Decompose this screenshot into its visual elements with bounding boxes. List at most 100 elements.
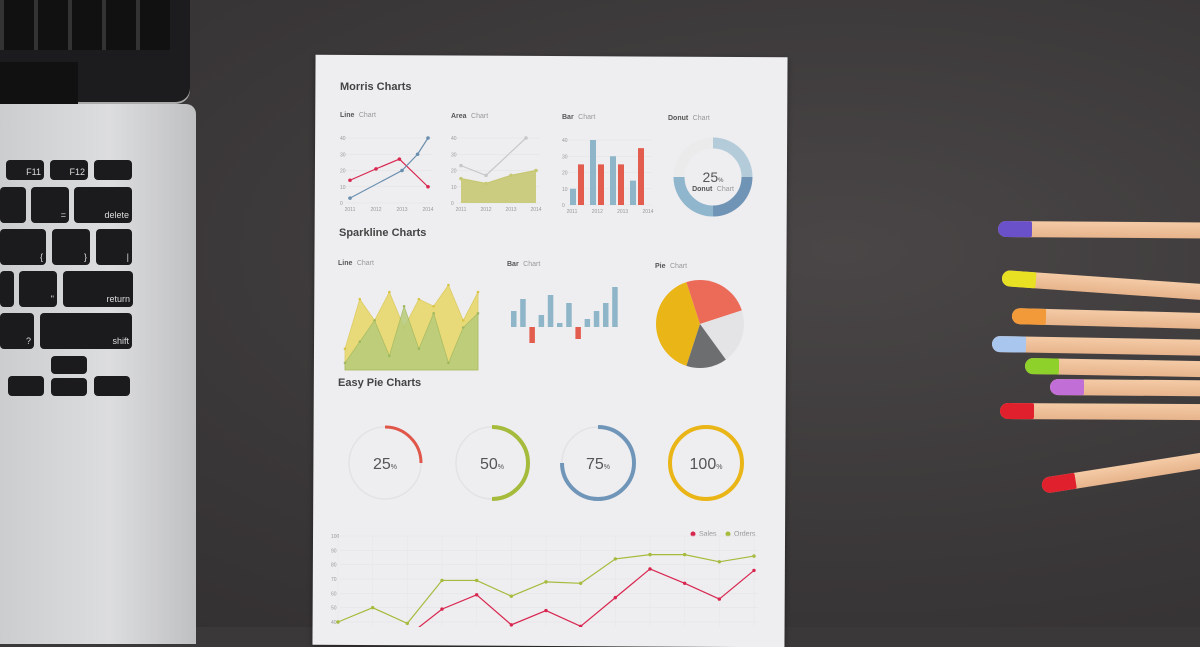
key-f12: F12: [50, 160, 88, 180]
laptop-screen: [0, 0, 190, 110]
key-brace-right: }: [52, 229, 90, 265]
donut-segment: [673, 137, 714, 178]
line-chart-ytick: 30: [340, 152, 346, 158]
sales-chart-ytick: 60: [331, 591, 337, 597]
bar-chart-bar: [598, 164, 604, 205]
key-down-arrow: [51, 378, 87, 396]
sales-chart-point: [752, 554, 756, 558]
key-up-arrow: [51, 356, 87, 374]
line-chart-ytick: 10: [340, 185, 346, 191]
bar-chart-bar: [610, 156, 616, 205]
sales-chart-point: [613, 557, 618, 561]
key-right-arrow: [94, 376, 130, 396]
area-chart-heading: Area Chart: [451, 105, 488, 122]
sparkline-area-point: [373, 319, 376, 322]
pencil-cap: [1001, 270, 1037, 289]
sparkline-bar: [566, 303, 572, 327]
sparkline-bar: [584, 319, 591, 327]
sales-chart-ytick: 80: [331, 563, 337, 569]
key-brace-left: {: [10, 229, 46, 265]
line-chart-point: [400, 168, 404, 173]
morris-charts-title: Morris Charts: [340, 81, 412, 93]
easy-pie-progress: [491, 425, 530, 501]
sparkline-area-point: [447, 361, 450, 365]
line-chart-series-line: [349, 158, 429, 188]
line-chart-xtick: 2012: [370, 207, 381, 213]
area-chart-area-fill: [461, 170, 536, 203]
sparkline-charts-title: Sparkline Charts: [339, 227, 426, 239]
sales-chart-point: [717, 597, 722, 601]
sparkline-bar: [593, 311, 600, 327]
area-chart-series-line: [460, 137, 527, 177]
key-eject: [94, 160, 132, 180]
area-chart-point: [534, 168, 538, 173]
easy-pie-value: 50%: [480, 456, 504, 473]
sales-chart-ytick: 100: [331, 534, 340, 540]
easy-pie-charts-title: Easy Pie Charts: [338, 377, 421, 389]
area-chart-point: [484, 181, 488, 186]
line-chart-point: [426, 184, 430, 189]
sales-chart-ytick: 70: [331, 577, 337, 583]
easy-pie-value: 100%: [690, 456, 723, 473]
laptop-hinge: [0, 62, 78, 110]
donut-center-label: 25% Donut Chart: [692, 169, 734, 193]
key-backslash: |: [96, 229, 132, 265]
sparkline-area-point: [432, 304, 435, 308]
sparkline-pie-slice: [686, 324, 726, 368]
bar-chart-ytick: 40: [562, 138, 568, 144]
line-chart-heading: Line Chart: [340, 104, 376, 121]
area-chart-ytick: 30: [451, 152, 457, 158]
sales-chart-point: [682, 552, 687, 557]
laptop-keyboard-top-row: [0, 0, 170, 50]
area-chart-xtick: 2011: [456, 207, 467, 213]
line-chart-point: [348, 196, 352, 200]
sparkline-area-point: [447, 283, 450, 287]
pencil-cap: [1049, 379, 1085, 396]
sales-chart-point: [544, 580, 548, 584]
sparkline-bar: [538, 315, 545, 327]
sales-chart-point: [717, 560, 722, 564]
area-chart-xtick: 2013: [505, 207, 516, 213]
sales-chart-point: [336, 620, 340, 624]
sparkline-area-point: [417, 297, 421, 301]
line-chart-ytick: 0: [340, 201, 343, 207]
bar-chart-xtick: 2013: [617, 209, 628, 215]
bar-chart-bar: [570, 188, 576, 205]
sparkline-bar: [547, 295, 554, 327]
line-chart-point: [415, 152, 420, 157]
sparkline-bar: [529, 327, 535, 343]
sparkline-line-heading: Line Chart: [338, 252, 374, 269]
bar-chart-ytick: 20: [562, 171, 568, 177]
area-chart-point: [509, 173, 513, 178]
sales-chart-ytick: 90: [331, 548, 337, 554]
pencil: [997, 221, 1200, 239]
area-chart-xtick: 2012: [480, 207, 491, 213]
pencil: [1049, 379, 1200, 397]
donut-segment: [712, 137, 753, 178]
sales-chart-point: [474, 578, 479, 583]
key-minus: [0, 187, 26, 223]
pencil-cap: [1011, 308, 1047, 325]
sales-chart-point: [682, 581, 687, 585]
sales-chart-point: [440, 578, 444, 583]
area-chart-ytick: 0: [451, 201, 454, 207]
bar-chart-bar: [638, 148, 644, 205]
pencil-cap: [997, 221, 1033, 238]
legend-sales: Sales: [699, 531, 717, 538]
svg-text:25%: 25%: [703, 169, 725, 185]
sparkline-bar: [520, 299, 526, 327]
bar-chart-ytick: 30: [562, 154, 568, 160]
sales-chart-point: [648, 552, 652, 557]
easy-pie-progress: [560, 425, 636, 501]
key-delete: delete: [74, 187, 132, 223]
donut-chart-heading: Donut Chart: [668, 107, 710, 124]
line-chart-point: [374, 167, 378, 171]
sales-orders-legend: Sales Orders: [690, 531, 756, 538]
sparkline-area-point: [358, 340, 362, 343]
area-chart-xtick: 2014: [530, 207, 541, 213]
sparkline-bar: [612, 287, 618, 327]
sparkline-area-point: [476, 312, 480, 315]
sparkline-area-point: [417, 347, 421, 351]
area-chart-point: [524, 136, 528, 140]
sales-chart-point: [509, 594, 514, 598]
